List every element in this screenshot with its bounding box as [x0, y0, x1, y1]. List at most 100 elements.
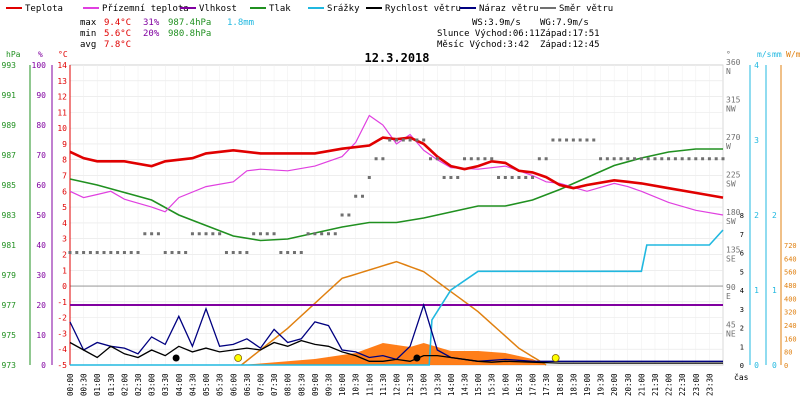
tick-label-degc: 4: [62, 219, 67, 228]
x-tick-label: 21:00: [637, 373, 646, 396]
wind-dir-point: [585, 138, 589, 142]
wind-dir-point: [102, 251, 106, 254]
legend: Teplota Přízemní teplota Vlhkost Tlak Sr…: [6, 4, 613, 14]
x-tick-label: 06:00: [229, 373, 238, 396]
legend-item-press: Tlak: [269, 4, 291, 14]
x-tick-label: 18:30: [569, 373, 578, 396]
x-tick-label: 20:30: [624, 373, 633, 396]
tick-label-hpa: 979: [2, 271, 17, 280]
info-moonset: Západ:12:45: [540, 40, 600, 50]
tick-label-ms: 3: [754, 136, 759, 145]
stat-max-rain: 1.8mm: [227, 18, 254, 28]
wind-dir-point: [714, 157, 718, 161]
x-tick-label: 10:30: [352, 373, 361, 396]
wind-dir-point: [442, 176, 446, 179]
tick-label-dir-name: SW: [726, 180, 736, 189]
wind-dir-point: [707, 157, 711, 161]
series-line-gust: [69, 302, 723, 362]
tick-label-hpa: 975: [2, 331, 17, 340]
wind-dir-point: [326, 232, 330, 236]
x-tick-label: 02:30: [134, 373, 143, 396]
tick-label-pct: 50: [36, 211, 46, 220]
x-tick-label: 15:00: [474, 373, 483, 396]
wind-dir-point: [272, 232, 276, 236]
tick-label-dir-name: E: [726, 292, 731, 301]
x-tick-label: 16:00: [501, 373, 510, 396]
x-tick-label: 02:00: [120, 373, 129, 396]
wind-dir-point: [639, 157, 643, 161]
axis-unit-time: čas: [734, 372, 749, 382]
x-tick-label: 10:00: [338, 373, 347, 396]
moon-set-marker: [413, 354, 421, 362]
wind-dir-point: [660, 157, 664, 161]
x-tick-label: 01:00: [93, 373, 102, 396]
tick-label-hpa: 973: [2, 361, 17, 370]
tick-label-pct: 10: [36, 331, 46, 340]
x-tick-label: 13:30: [433, 373, 442, 396]
tick-label-hpa: 977: [2, 301, 17, 310]
wind-dir-point: [163, 251, 167, 254]
wind-dir-point: [503, 176, 507, 179]
tick-label-dir: 135: [726, 246, 741, 255]
x-tick-label: 07:30: [270, 373, 279, 396]
wind-dir-point: [143, 232, 147, 236]
wind-dir-point: [347, 213, 351, 217]
tick-label-pct: 0: [41, 361, 46, 370]
wind-dir-point: [306, 232, 310, 236]
wind-dir-point: [429, 157, 433, 161]
wind-dir-point: [551, 138, 555, 142]
wind-dir-point: [544, 157, 548, 161]
stat-max-label: max: [80, 18, 97, 28]
x-tick-label: 15:30: [488, 373, 497, 396]
x-tick-label: 06:30: [243, 373, 252, 396]
tick-label-degc: 2: [62, 250, 67, 259]
tick-label-pct: 80: [36, 121, 46, 130]
tick-label-hpa: 985: [2, 181, 17, 190]
wind-dir-point: [395, 138, 398, 142]
x-tick-label: 03:00: [148, 373, 157, 396]
wind-dir-point: [721, 157, 725, 161]
x-tick-label: 14:30: [461, 373, 470, 396]
wind-dir-point: [408, 138, 412, 142]
wind-dir-point: [279, 251, 283, 254]
legend-item-speed: Rychlost větru: [385, 4, 461, 14]
x-tick-label: 21:30: [651, 373, 660, 396]
tick-label-dir-name: W: [726, 142, 731, 151]
axis-unit-deg: °: [726, 50, 731, 59]
tick-label-degc: -1: [57, 298, 67, 307]
solar-series: [240, 260, 547, 366]
tick-label-degc: 10: [57, 124, 67, 133]
tick-label-ms-small: 2: [740, 325, 744, 333]
x-tick-label: 17:00: [529, 373, 538, 396]
wind-dir-point: [231, 251, 235, 254]
wind-dir-point: [456, 176, 460, 179]
tick-label-degc: -5: [57, 361, 67, 370]
tick-label-dir: 270: [726, 133, 741, 142]
wind-dir-point: [476, 157, 480, 161]
axis-unit-pct: %: [38, 50, 43, 59]
wind-dir-point: [265, 232, 269, 236]
tick-label-pct: 20: [36, 301, 46, 310]
x-tick-label: 05:30: [216, 373, 225, 396]
tick-label-dir: 225: [726, 171, 741, 180]
stat-min-hum: 20%: [143, 29, 160, 39]
x-tick-label: 18:00: [556, 373, 565, 396]
wind-dir-point: [592, 138, 596, 142]
wind-dir-point: [612, 157, 616, 161]
tick-label-degc: 1: [62, 266, 67, 275]
tick-label-dir-name: NW: [726, 105, 736, 114]
wind-dir-point: [109, 251, 113, 254]
tick-label-degc: 3: [62, 235, 67, 244]
x-tick-label: 11:30: [379, 373, 388, 396]
wind-dir-point: [415, 138, 419, 142]
info-ws: WS:3.9m/s: [472, 18, 521, 28]
wind-dir-point: [469, 157, 473, 161]
tick-label-degc: 9: [62, 140, 67, 149]
wind-dir-point: [626, 157, 630, 161]
markers: [68, 138, 725, 362]
tick-label-dir: 180: [726, 208, 741, 217]
wind-dir-point: [537, 157, 541, 161]
wind-dir-point: [605, 157, 609, 161]
x-tick-label: 09:30: [324, 373, 333, 396]
wind-dir-point: [531, 176, 535, 179]
